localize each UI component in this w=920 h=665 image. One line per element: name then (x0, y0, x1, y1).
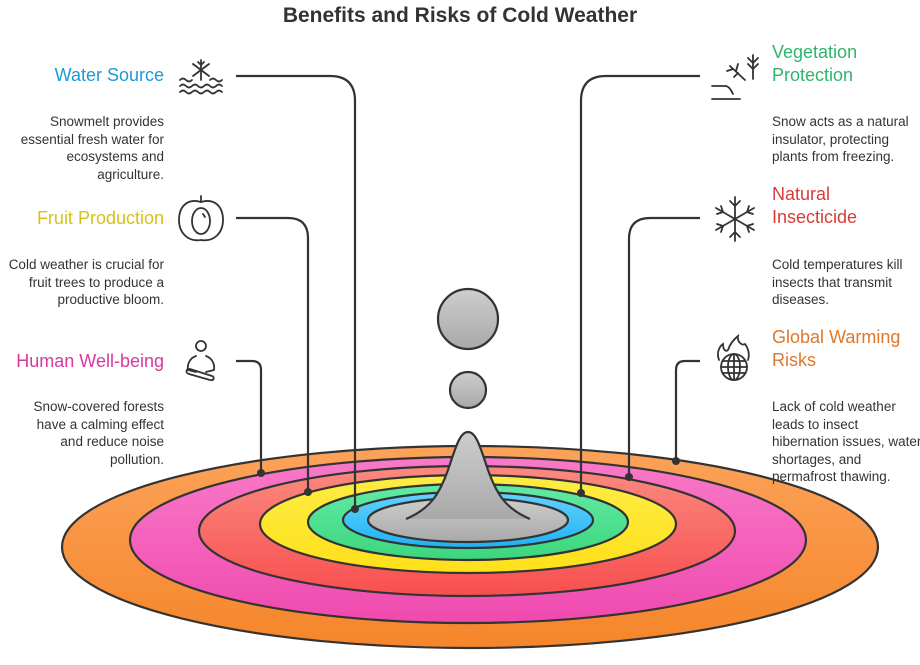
label-line: Natural (772, 184, 831, 204)
desc-water-source: Snowmelt provides essential fresh water … (20, 114, 164, 182)
droplet-small (448, 370, 488, 410)
label-fruit-production: Fruit Production (36, 208, 164, 228)
meditation-icon (185, 340, 216, 382)
page-title: Benefits and Risks of Cold Weather (282, 4, 638, 27)
label-water-source: Water Source (54, 65, 164, 85)
connector-dots (257, 457, 680, 513)
connector-vegetation-protection (579, 74, 700, 493)
fruit-icon (178, 195, 224, 242)
label-line: Vegetation (772, 42, 858, 62)
desc-global-warming-risks: Lack of cold weather leads to insect hib… (772, 399, 920, 484)
desc-fruit-production: Cold weather is crucial for fruit trees … (8, 257, 164, 307)
label-line: Global Warming (772, 327, 901, 347)
label-vegetation-protection: Vegetation Protection (772, 41, 857, 87)
desc-human-well-being: Snow-covered forests have a calming effe… (33, 399, 164, 467)
globe-fire-icon (717, 333, 750, 381)
snowflake-icon (715, 196, 755, 242)
connector-human-well-being (236, 359, 263, 473)
connector-water-source (236, 74, 357, 508)
label-global-warming-risks: Global Warming Risks (772, 326, 900, 372)
droplet-large (436, 287, 500, 351)
snowflake-waves-icon (179, 59, 223, 95)
desc-vegetation-protection: Snow acts as a natural insulator, protec… (772, 114, 909, 164)
connectors (236, 74, 700, 508)
label-line: Protection (772, 65, 854, 85)
rings (60, 444, 880, 650)
label-natural-insecticide: Natural Insecticide (772, 183, 857, 229)
connector-global-warming-risks (674, 359, 700, 461)
connector-fruit-production (236, 216, 310, 492)
label-human-well-being: Human Well-being (16, 351, 164, 371)
desc-natural-insecticide: Cold temperatures kill insects that tran… (772, 257, 903, 307)
label-line: Risks (772, 350, 816, 370)
splash-peak (406, 432, 530, 519)
label-line: Insecticide (772, 207, 858, 227)
plant-snow-icon (711, 54, 759, 100)
connector-natural-insecticide (627, 216, 700, 477)
